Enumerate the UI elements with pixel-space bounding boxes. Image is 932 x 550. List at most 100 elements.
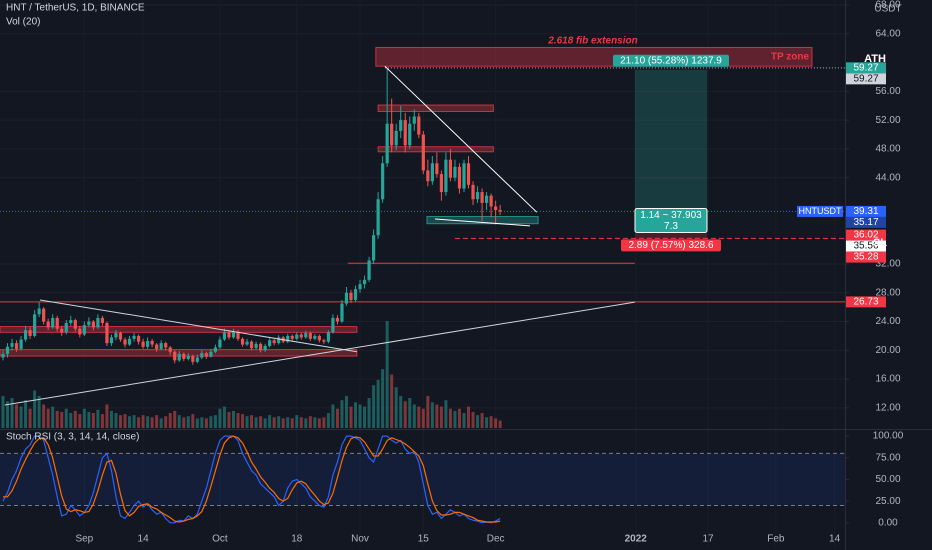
volume-bar (485, 417, 489, 428)
candle-body (295, 334, 299, 339)
candle-body (426, 170, 430, 182)
candle-body (408, 123, 412, 146)
candle-body (480, 192, 484, 203)
candle-body (331, 317, 335, 333)
zone (377, 146, 494, 153)
candle-body (489, 195, 493, 207)
volume-bar (263, 418, 267, 428)
candle-body (453, 166, 457, 178)
volume-bar (444, 400, 448, 428)
candle-body (240, 338, 245, 345)
candle-body (304, 333, 308, 338)
price-label: 39.31 (853, 206, 878, 217)
volume-bar (268, 415, 272, 428)
price-label-box (846, 251, 886, 263)
volume-bar (435, 404, 439, 428)
price-label: 35.28 (853, 252, 878, 263)
stop-label-box (620, 239, 721, 252)
y-tick-label: 24.00 (875, 316, 900, 327)
candle-body (471, 184, 475, 200)
volume-bar (123, 414, 127, 428)
volume-bar (19, 406, 23, 428)
volume-bar (439, 406, 443, 428)
price-label-box (846, 229, 886, 241)
volume-bar (453, 410, 457, 428)
candle-body (227, 332, 231, 338)
volume-bar (308, 416, 312, 428)
volume-bar (408, 398, 412, 428)
volume-bar (42, 404, 46, 428)
volume-bar (159, 418, 163, 428)
currency-label: USDT (874, 4, 901, 15)
volume-bar (304, 418, 308, 428)
candle-body (349, 292, 353, 300)
volume-bar (105, 404, 109, 428)
volume-bar (241, 414, 245, 428)
volume-bar (24, 400, 28, 428)
volume-bar (426, 395, 430, 428)
candle-body (381, 163, 385, 200)
candle-body (403, 120, 407, 146)
volume-bar (231, 410, 235, 428)
x-tick-label: 2022 (625, 534, 648, 545)
rsi-line (2, 435, 501, 524)
volume-bar (6, 401, 10, 428)
sl-annotation: SL (873, 237, 887, 249)
volume-bar (222, 406, 226, 428)
candle-body (340, 303, 344, 322)
y-tick-label: 56.00 (875, 86, 900, 97)
candle-body (313, 335, 317, 339)
candle-body (390, 123, 394, 146)
volume-bar (128, 416, 132, 428)
volume-bar (218, 408, 222, 428)
candle-body (249, 341, 254, 349)
candle-body (42, 308, 46, 322)
volume-bar (96, 409, 100, 428)
volume-bar (344, 395, 348, 428)
candle-body (385, 123, 389, 164)
candle-body (376, 199, 380, 236)
price-label: 36.02 (853, 230, 878, 241)
volume-bar (64, 408, 68, 428)
candle-body (394, 130, 398, 146)
volume-bar (137, 417, 141, 428)
candle-body (448, 159, 453, 178)
candle-body (159, 343, 163, 349)
volume-bar (51, 406, 55, 428)
volume-bar (394, 387, 398, 428)
candle-body (28, 330, 32, 336)
candle-body (277, 337, 281, 344)
volume-bar (155, 415, 159, 428)
volume-bar (209, 416, 213, 428)
price-label: 59.27 (853, 73, 878, 84)
rsi-tick-label: 50.00 (875, 474, 900, 485)
candle-body (439, 174, 443, 193)
price-label: 35.56 (853, 241, 878, 252)
volume-bar (213, 415, 217, 428)
x-tick-label: Nov (351, 534, 369, 545)
candle-body (353, 289, 358, 300)
entry-label-box (634, 208, 708, 234)
volume-bar (290, 418, 294, 428)
y-tick-label: 28.00 (875, 287, 900, 298)
candle-body (430, 163, 434, 182)
volume-bar (87, 411, 91, 428)
volume-bar (417, 406, 421, 428)
candle-body (475, 192, 480, 200)
candle-body (173, 351, 177, 361)
candle-body (118, 333, 123, 340)
candle-body (254, 343, 258, 349)
volume-bar (471, 411, 475, 428)
volume-bar (109, 410, 113, 428)
candle-body (204, 353, 208, 357)
volume-bar (403, 401, 407, 428)
y-tick-label: 20.00 (875, 345, 900, 356)
volume-bar (381, 369, 385, 428)
candle-body (462, 163, 466, 189)
volume-bar (349, 406, 353, 428)
candle-body (435, 163, 439, 175)
candle-body (64, 322, 68, 333)
volume-bar (462, 413, 466, 428)
candle-body (444, 159, 448, 193)
